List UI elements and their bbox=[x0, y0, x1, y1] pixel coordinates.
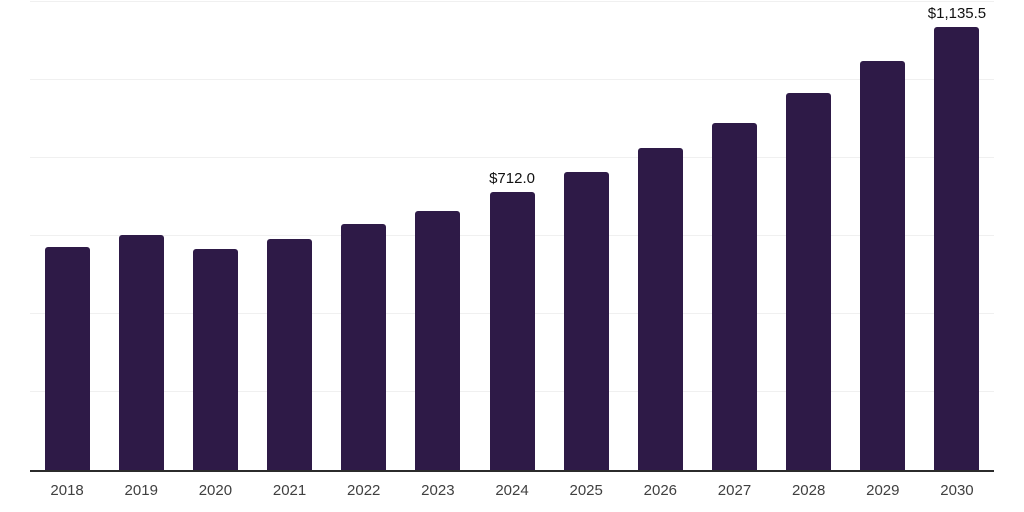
bar-2030[interactable]: $1,135.5 bbox=[928, 5, 986, 470]
x-tick-2026: 2026 bbox=[643, 482, 678, 499]
gridline-1000 bbox=[30, 79, 994, 80]
bar-slot bbox=[697, 2, 771, 470]
bar-2019[interactable] bbox=[118, 234, 164, 470]
bar-2018[interactable] bbox=[44, 246, 90, 470]
bar-slot bbox=[401, 2, 475, 470]
bar-2025[interactable] bbox=[563, 171, 609, 470]
plot-area: $712.0 $1,135.5 bbox=[30, 1, 994, 472]
bar-2026[interactable] bbox=[637, 147, 683, 470]
bar-2022[interactable] bbox=[341, 224, 387, 470]
bar-2028[interactable] bbox=[786, 92, 832, 470]
bar-2029[interactable] bbox=[860, 60, 906, 470]
bar-slot: $712.0 bbox=[475, 2, 549, 470]
bar-slot bbox=[178, 2, 252, 470]
x-tick-2029: 2029 bbox=[866, 482, 900, 499]
bar-2023[interactable] bbox=[415, 210, 461, 470]
bar-slot bbox=[252, 2, 326, 470]
x-tick-2018: 2018 bbox=[50, 482, 84, 499]
x-tick-2022: 2022 bbox=[347, 482, 381, 499]
x-tick-2019: 2019 bbox=[124, 482, 158, 499]
bar-2027[interactable] bbox=[711, 122, 757, 470]
x-tick-2025: 2025 bbox=[569, 482, 603, 499]
bar-slot bbox=[623, 2, 697, 470]
bar-slot bbox=[327, 2, 401, 470]
x-tick-2023: 2023 bbox=[421, 482, 455, 499]
bar-value-label-2024: $712.0 bbox=[489, 170, 535, 188]
bar-2020[interactable] bbox=[192, 248, 238, 470]
x-tick-2024: 2024 bbox=[495, 482, 529, 499]
x-tick-2030: 2030 bbox=[940, 482, 974, 499]
x-tick-2027: 2027 bbox=[717, 482, 752, 499]
x-tick-2020: 2020 bbox=[198, 482, 233, 499]
bar-slot: $1,135.5 bbox=[920, 2, 994, 470]
gridline-800 bbox=[30, 157, 994, 159]
bar-value-label-2030: $1,135.5 bbox=[927, 5, 987, 23]
x-axis-labels: 2018 2019 2020 2021 2022 2023 2024 2025 2026 2027… bbox=[30, 482, 994, 499]
bar-slot bbox=[846, 2, 920, 470]
bars-container: $712.0 $1,135.5 bbox=[30, 2, 994, 470]
x-tick-2021: 2021 bbox=[272, 482, 307, 499]
bar-2024[interactable]: $712.0 bbox=[489, 170, 535, 470]
bar-slot bbox=[30, 2, 104, 470]
bar-2021[interactable] bbox=[267, 239, 313, 470]
x-tick-2028: 2028 bbox=[791, 482, 826, 499]
bar-slot bbox=[104, 2, 178, 470]
bar-slot bbox=[549, 2, 623, 470]
bar-slot bbox=[772, 2, 846, 470]
gridline-1200 bbox=[30, 1, 994, 2]
